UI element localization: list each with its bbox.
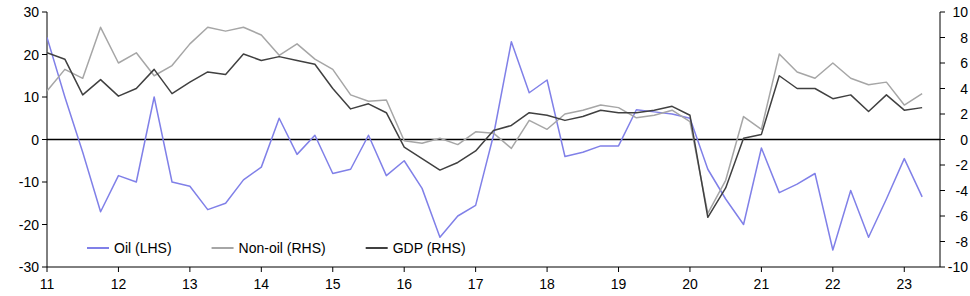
- y2-tick: [940, 267, 945, 268]
- y2-tick-label: 2: [960, 106, 968, 122]
- y-tick: [42, 97, 47, 98]
- x-tick: [761, 267, 762, 272]
- x-tick-label: 17: [468, 276, 484, 292]
- x-tick-label: 16: [396, 276, 412, 292]
- legend-swatch: [87, 247, 109, 249]
- y2-tick-label: 4: [960, 81, 968, 97]
- y2-tick-label: -6: [956, 208, 969, 224]
- y2-tick: [940, 241, 945, 242]
- x-tick-label: 21: [754, 276, 770, 292]
- legend-label: Non-oil (RHS): [239, 240, 326, 256]
- y-tick: [42, 224, 47, 225]
- y2-tick: [940, 216, 945, 217]
- x-tick-label: 18: [539, 276, 555, 292]
- series-line: [47, 27, 922, 213]
- x-tick: [475, 267, 476, 272]
- y-tick: [42, 12, 47, 13]
- y2-tick-label: -4: [956, 183, 969, 199]
- y2-tick-label: 8: [960, 30, 968, 46]
- y2-tick: [940, 139, 945, 140]
- x-tick: [618, 267, 619, 272]
- x-tick-label: 12: [111, 276, 127, 292]
- y2-tick-label: 10: [952, 4, 968, 20]
- x-tick-label: 23: [896, 276, 912, 292]
- y-tick-label: -10: [19, 174, 39, 190]
- x-tick: [332, 267, 333, 272]
- legend-swatch: [212, 247, 234, 249]
- x-tick: [832, 267, 833, 272]
- y-tick-label: -20: [19, 217, 39, 233]
- x-tick-label: 22: [825, 276, 841, 292]
- x-tick-label: 14: [254, 276, 270, 292]
- y2-tick: [940, 12, 945, 13]
- y-tick: [42, 139, 47, 140]
- legend-swatch: [366, 247, 388, 249]
- x-tick: [547, 267, 548, 272]
- y2-tick: [940, 88, 945, 89]
- x-tick: [904, 267, 905, 272]
- y2-tick: [940, 63, 945, 64]
- y-tick: [42, 182, 47, 183]
- x-tick: [689, 267, 690, 272]
- y2-tick: [940, 114, 945, 115]
- x-tick: [261, 267, 262, 272]
- series-line: [47, 53, 922, 217]
- y-tick-label: -30: [19, 259, 39, 275]
- y-tick-label: 30: [23, 4, 39, 20]
- x-tick: [47, 267, 48, 272]
- y2-tick: [940, 37, 945, 38]
- y2-tick-label: 6: [960, 55, 968, 71]
- legend: Oil (LHS) Non-oil (RHS) GDP (RHS): [87, 240, 466, 256]
- x-tick: [404, 267, 405, 272]
- x-tick-label: 13: [182, 276, 198, 292]
- y-tick: [42, 267, 47, 268]
- series-line: [47, 38, 922, 251]
- y2-tick-label: -2: [956, 157, 969, 173]
- plot-lines: [47, 27, 922, 250]
- legend-label: GDP (RHS): [393, 240, 466, 256]
- x-tick-label: 20: [682, 276, 698, 292]
- x-tick-label: 11: [40, 276, 55, 292]
- y2-tick: [940, 165, 945, 166]
- y2-tick: [940, 190, 945, 191]
- zero-line: [47, 139, 940, 141]
- x-axis: [47, 267, 940, 268]
- y-tick-label: 20: [23, 47, 39, 63]
- chart: -30-20-100102030-10-8-6-4-20246810111213…: [0, 0, 970, 296]
- y-tick: [42, 54, 47, 55]
- x-tick-label: 19: [611, 276, 627, 292]
- legend-label: Oil (LHS): [114, 240, 172, 256]
- x-tick: [189, 267, 190, 272]
- y2-tick-label: 0: [960, 132, 968, 148]
- y2-tick-label: -8: [956, 234, 969, 250]
- y-tick-label: 0: [31, 132, 39, 148]
- x-tick-label: 15: [325, 276, 341, 292]
- x-tick: [118, 267, 119, 272]
- y-tick-label: 10: [23, 89, 39, 105]
- y2-tick-label: -10: [948, 259, 968, 275]
